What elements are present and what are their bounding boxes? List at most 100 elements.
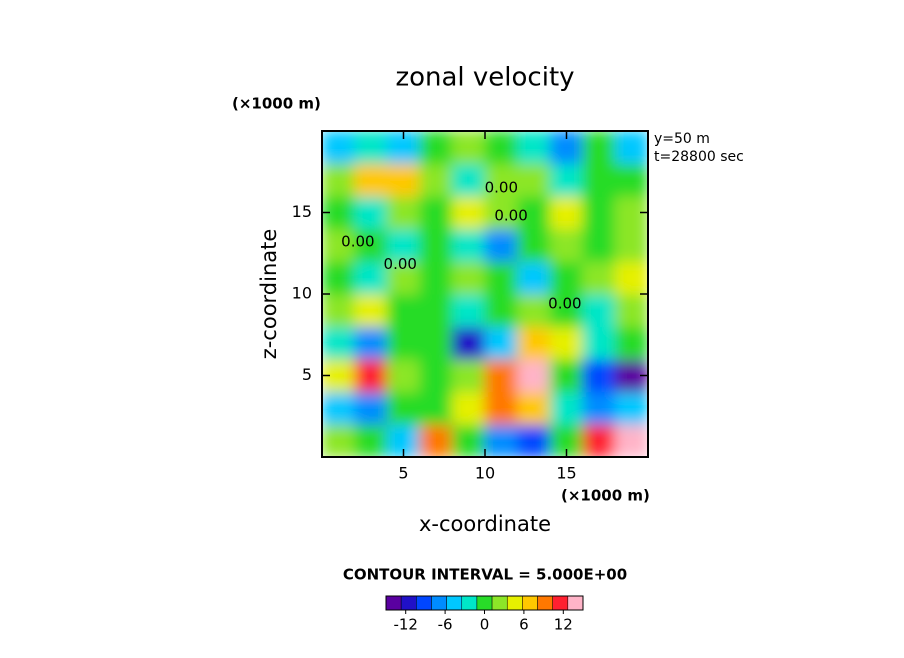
field-cell bbox=[354, 326, 388, 360]
field-cell bbox=[549, 163, 584, 197]
field-cell bbox=[354, 228, 388, 262]
field-cell bbox=[549, 326, 584, 360]
field-cell bbox=[451, 326, 486, 360]
field-cell bbox=[451, 260, 486, 295]
field-cell bbox=[614, 293, 648, 328]
colorbar-box bbox=[537, 595, 553, 611]
field-cell bbox=[582, 423, 616, 457]
field-cell bbox=[322, 293, 356, 328]
field-cell bbox=[354, 195, 388, 230]
colorbar-box bbox=[491, 595, 508, 611]
y-tick-label: 15 bbox=[292, 202, 312, 221]
field-cell bbox=[484, 228, 519, 262]
field-cell bbox=[549, 195, 584, 230]
field-cell bbox=[582, 131, 616, 165]
contour-label: 0.00 bbox=[494, 206, 527, 224]
field-cell bbox=[517, 195, 551, 230]
field-cell bbox=[451, 228, 486, 262]
field-cell bbox=[582, 391, 616, 425]
field-cell bbox=[419, 293, 453, 328]
field-cell bbox=[517, 163, 551, 197]
field-cell bbox=[484, 326, 519, 360]
colorbar-box bbox=[431, 595, 447, 611]
field-cell bbox=[386, 358, 421, 393]
field-cell bbox=[582, 260, 616, 295]
colorbar-box bbox=[416, 595, 432, 611]
info-text: t=28800 sec bbox=[654, 149, 744, 165]
field-cell bbox=[419, 423, 453, 457]
field-cell bbox=[419, 358, 453, 393]
field-cell bbox=[484, 260, 519, 295]
field-cell bbox=[582, 195, 616, 230]
contour-label: 0.00 bbox=[384, 255, 417, 273]
field-cell bbox=[582, 326, 616, 360]
field-cell bbox=[386, 163, 421, 197]
x-axis-label: x-coordinate bbox=[419, 512, 551, 536]
field-cell bbox=[354, 163, 388, 197]
colorbar-box bbox=[476, 595, 493, 611]
field-cell bbox=[451, 423, 486, 457]
colorbar-box bbox=[506, 595, 523, 611]
field-cell bbox=[614, 423, 648, 457]
colorbar-box bbox=[522, 595, 538, 611]
field-cell bbox=[386, 228, 421, 262]
x-tick-label: 15 bbox=[556, 464, 576, 483]
contour-label: 0.00 bbox=[485, 179, 518, 197]
field-cell bbox=[517, 423, 551, 457]
field-cell bbox=[517, 391, 551, 425]
colorbar-tick-label: 6 bbox=[519, 616, 529, 634]
field-cell bbox=[322, 131, 356, 165]
field-cell bbox=[517, 358, 551, 393]
field-cell bbox=[322, 326, 356, 360]
contour-label: 0.00 bbox=[548, 294, 581, 312]
field-cell bbox=[386, 293, 421, 328]
field-cell bbox=[484, 163, 519, 197]
field-cell bbox=[354, 293, 388, 328]
field-cell bbox=[386, 195, 421, 230]
field-cell bbox=[354, 423, 388, 457]
field-cell bbox=[451, 293, 486, 328]
field-cell bbox=[451, 163, 486, 197]
field-cell bbox=[484, 423, 519, 457]
field-cell bbox=[322, 228, 356, 262]
field-cell bbox=[386, 391, 421, 425]
field-cell bbox=[517, 131, 551, 165]
y-unit-label: (×1000 m) bbox=[232, 95, 321, 113]
field-cell bbox=[484, 358, 519, 393]
x-unit-label: (×1000 m) bbox=[561, 487, 650, 505]
colorbar-tick-label: -12 bbox=[393, 616, 418, 634]
colorbar-box bbox=[461, 595, 478, 611]
colorbar-box bbox=[446, 595, 463, 611]
field-cell bbox=[354, 391, 388, 425]
field-cell bbox=[582, 163, 616, 197]
info-text: y=50 m bbox=[654, 131, 710, 147]
field-cell bbox=[419, 326, 453, 360]
field-cell bbox=[484, 391, 519, 425]
colorbar-tick-label: 0 bbox=[480, 616, 490, 634]
field-cell bbox=[451, 195, 486, 230]
field-cell bbox=[517, 326, 551, 360]
field-cell bbox=[614, 131, 648, 165]
y-tick-label: 5 bbox=[302, 365, 312, 384]
field-cell bbox=[517, 228, 551, 262]
contour-interval: CONTOUR INTERVAL = 5.000E+00 bbox=[343, 566, 627, 584]
field-cell bbox=[614, 326, 648, 360]
field-cell bbox=[451, 358, 486, 393]
colorbar-box bbox=[552, 595, 569, 611]
field-cell bbox=[549, 358, 584, 393]
field-cell bbox=[614, 391, 648, 425]
field-cell bbox=[484, 131, 519, 165]
field-cell bbox=[354, 131, 388, 165]
y-tick-label: 10 bbox=[292, 284, 312, 303]
field-cell bbox=[451, 131, 486, 165]
field-cell bbox=[484, 195, 519, 230]
field-cell bbox=[419, 391, 453, 425]
y-axis-label: z-coordinate bbox=[257, 229, 281, 360]
field-cell bbox=[614, 163, 648, 197]
x-tick-label: 5 bbox=[398, 464, 408, 483]
field-cell bbox=[322, 391, 356, 425]
field-cell bbox=[517, 260, 551, 295]
colorbar-tick-label: -6 bbox=[438, 616, 453, 634]
field-cell bbox=[322, 423, 356, 457]
